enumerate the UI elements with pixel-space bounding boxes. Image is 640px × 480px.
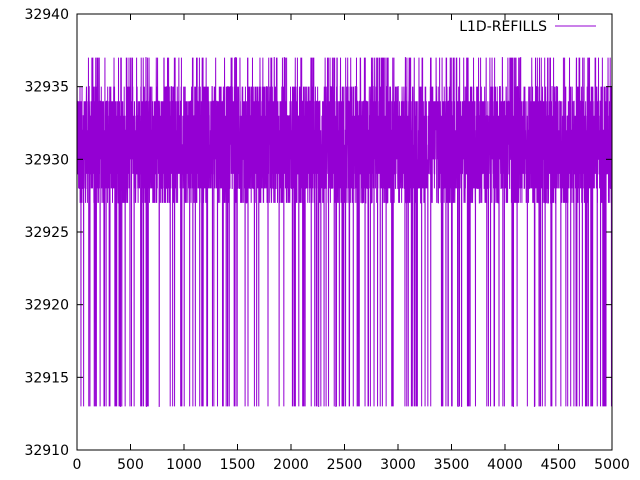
legend: L1D-REFILLS (459, 19, 596, 35)
axes: 0 500 1000 1500 2000 2500 3000 3500 4000 4500 5000… (24, 7, 629, 473)
x-tick-label: 3500 (434, 457, 470, 473)
x-tick-label: 2000 (273, 457, 309, 473)
y-tick-label: 32920 (24, 298, 69, 314)
x-tick-label: 4000 (487, 457, 523, 473)
series-line-l1d-refills (76, 57, 613, 407)
y-tick-label: 32915 (24, 370, 69, 386)
x-tick-label: 5000 (594, 457, 630, 473)
x-tick-label: 0 (73, 457, 82, 473)
legend-label: L1D-REFILLS (459, 19, 547, 35)
y-tick-label: 32930 (24, 152, 69, 168)
y-tick-label: 32910 (24, 443, 69, 459)
x-tick-label: 500 (117, 457, 144, 473)
plot-series-lines (76, 57, 613, 407)
x-tick-label: 4500 (541, 457, 577, 473)
x-tick-label: 2500 (327, 457, 363, 473)
y-tick-label: 32925 (24, 225, 69, 241)
y-tick-label: 32940 (24, 7, 69, 23)
x-tick-label: 3000 (380, 457, 416, 473)
y-tick-label: 32935 (24, 80, 69, 96)
x-tick-label: 1000 (166, 457, 202, 473)
x-tick-label: 1500 (220, 457, 256, 473)
